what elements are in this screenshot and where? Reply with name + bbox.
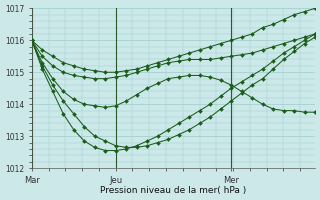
X-axis label: Pression niveau de la mer( hPa ): Pression niveau de la mer( hPa ) (100, 186, 247, 195)
